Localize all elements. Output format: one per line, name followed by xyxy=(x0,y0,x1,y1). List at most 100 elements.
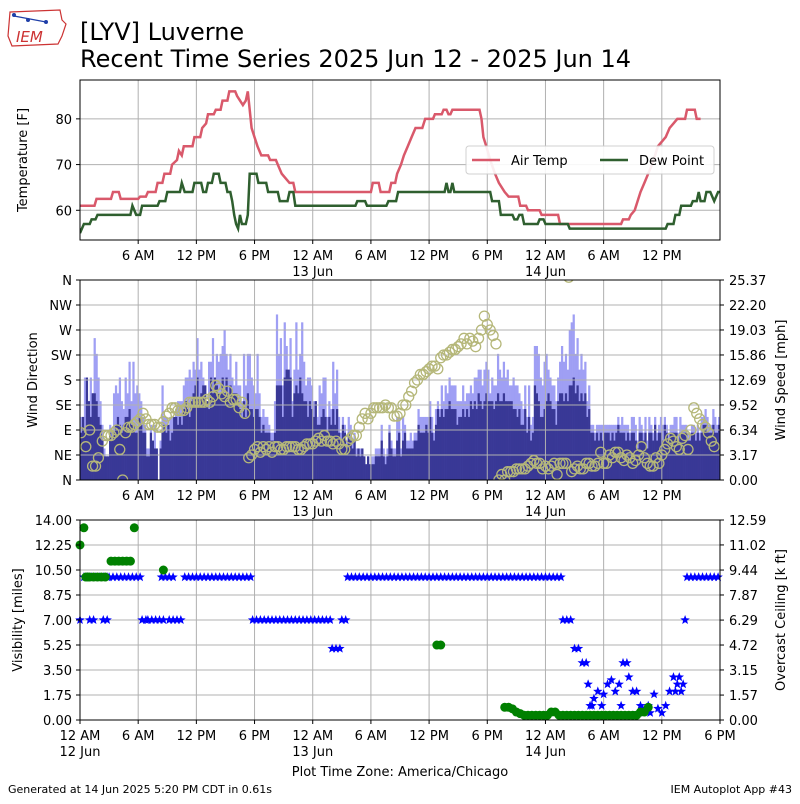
wind-direction-point xyxy=(455,338,467,350)
wind-speed-bar xyxy=(578,401,581,480)
wind-speed-bar xyxy=(545,401,548,480)
wind-direction-point xyxy=(693,413,706,425)
y2-tick-label: 6.34 xyxy=(729,424,758,439)
wind-direction-point xyxy=(137,407,149,419)
wind-direction-point xyxy=(183,396,196,408)
visibility-point xyxy=(676,686,686,696)
wind-speed-bar xyxy=(506,401,509,480)
x-tick-label: 6 PM xyxy=(239,489,270,504)
visibility-point xyxy=(455,572,465,582)
wind-speed-bar xyxy=(454,409,457,480)
visibility-point xyxy=(459,572,469,582)
wind-speed-bar xyxy=(533,385,537,480)
wind-speed-bar xyxy=(477,393,480,480)
wind-direction-point xyxy=(446,343,459,356)
visibility-point xyxy=(463,572,473,582)
wind-speed-bar xyxy=(337,432,341,480)
wind-speed-bar xyxy=(438,416,442,480)
wind-speed-bar xyxy=(446,409,449,480)
visibility-point xyxy=(242,572,252,582)
wind-speed-bar xyxy=(502,393,506,480)
visibility-point xyxy=(393,572,403,582)
x-tick-label: 12 AM xyxy=(292,249,333,264)
wind-speed-bar xyxy=(425,424,428,480)
visibility-point xyxy=(404,572,415,582)
wind-speed-bar xyxy=(116,416,120,480)
wind-direction-point xyxy=(157,416,170,428)
wind-gust-bar xyxy=(132,361,135,480)
x-tick-label: 6 PM xyxy=(472,729,503,744)
wind-speed-bar xyxy=(562,401,566,480)
visibility-point xyxy=(598,689,609,699)
y-axis-label: Visibility [miles] xyxy=(11,568,26,671)
wind-speed-bar xyxy=(560,393,564,480)
wind-speed-bar xyxy=(208,409,211,480)
wind-speed-bar xyxy=(109,432,112,480)
wind-speed-bar xyxy=(353,440,356,480)
legend-box xyxy=(465,145,715,175)
wind-speed-bar xyxy=(528,416,531,480)
wind-direction-point xyxy=(414,368,427,381)
wind-speed-bar xyxy=(465,409,469,480)
wind-speed-bar xyxy=(590,432,593,480)
visibility-point xyxy=(701,572,712,582)
wind-speed-bar xyxy=(165,432,168,480)
visibility-point xyxy=(451,572,461,582)
wind-speed-bar xyxy=(518,409,521,480)
wind-direction-point xyxy=(426,360,438,372)
visibility-point xyxy=(116,572,126,582)
wind-speed-bar xyxy=(293,393,296,480)
x-tick-label: 12 PM xyxy=(176,729,216,744)
wind-speed-bar xyxy=(213,377,217,480)
visibility-point xyxy=(536,572,547,582)
wind-speed-bar xyxy=(417,424,420,480)
y-tick-label: 5.25 xyxy=(43,639,72,654)
y2-tick-label: 3.17 xyxy=(729,449,758,464)
visibility-point xyxy=(211,572,221,582)
wind-direction-point xyxy=(382,402,395,414)
wind-speed-bar xyxy=(566,401,570,480)
y-tick-label: NW xyxy=(49,299,72,314)
wind-speed-bar xyxy=(87,401,90,480)
y2-tick-label: 0.00 xyxy=(729,474,758,489)
y-tick-label: 1.75 xyxy=(43,689,72,704)
wind-direction-point xyxy=(484,324,496,336)
wind-speed-bar xyxy=(592,432,595,480)
wind-speed-bar xyxy=(708,432,711,480)
y2-tick-label: 0.00 xyxy=(729,714,758,729)
wind-speed-bar xyxy=(388,432,391,480)
wind-speed-bar xyxy=(349,440,352,480)
wind-speed-bar xyxy=(681,432,684,480)
wind-speed-bar xyxy=(204,385,207,480)
wind-speed-bar xyxy=(81,416,85,480)
wind-speed-bar xyxy=(173,416,176,480)
wind-speed-bar xyxy=(215,385,218,480)
wind-direction-point xyxy=(490,338,502,350)
visibility-point xyxy=(156,572,167,582)
y-tick-label: 80 xyxy=(55,113,72,128)
wind-speed-bar xyxy=(144,432,147,480)
wind-speed-bar xyxy=(493,409,496,480)
wind-direction-point xyxy=(548,457,560,469)
wind-gust-bar xyxy=(761,433,763,480)
wind-direction-point xyxy=(379,399,392,411)
visibility-point xyxy=(616,700,626,710)
y-axis-label: Temperature [F] xyxy=(16,108,31,213)
wind-direction-point xyxy=(280,441,293,453)
y-tick-label: SW xyxy=(51,349,72,364)
wind-direction-point xyxy=(257,441,269,453)
visibility-point xyxy=(709,572,719,582)
x-axis-label: Plot Time Zone: America/Chicago xyxy=(292,765,508,780)
wind-speed-bar xyxy=(498,401,502,480)
y-tick-label: E xyxy=(64,424,72,439)
wind-speed-bar xyxy=(167,424,170,480)
visibility-point xyxy=(713,572,723,582)
visibility-point xyxy=(565,615,576,624)
visibility-point xyxy=(486,572,496,582)
ceiling-point xyxy=(100,572,110,582)
iem-logo: IEM xyxy=(7,9,67,47)
x-tick-label: 6 AM xyxy=(122,489,155,504)
wind-speed-bar xyxy=(188,416,191,480)
wind-speed-bar xyxy=(584,393,587,480)
